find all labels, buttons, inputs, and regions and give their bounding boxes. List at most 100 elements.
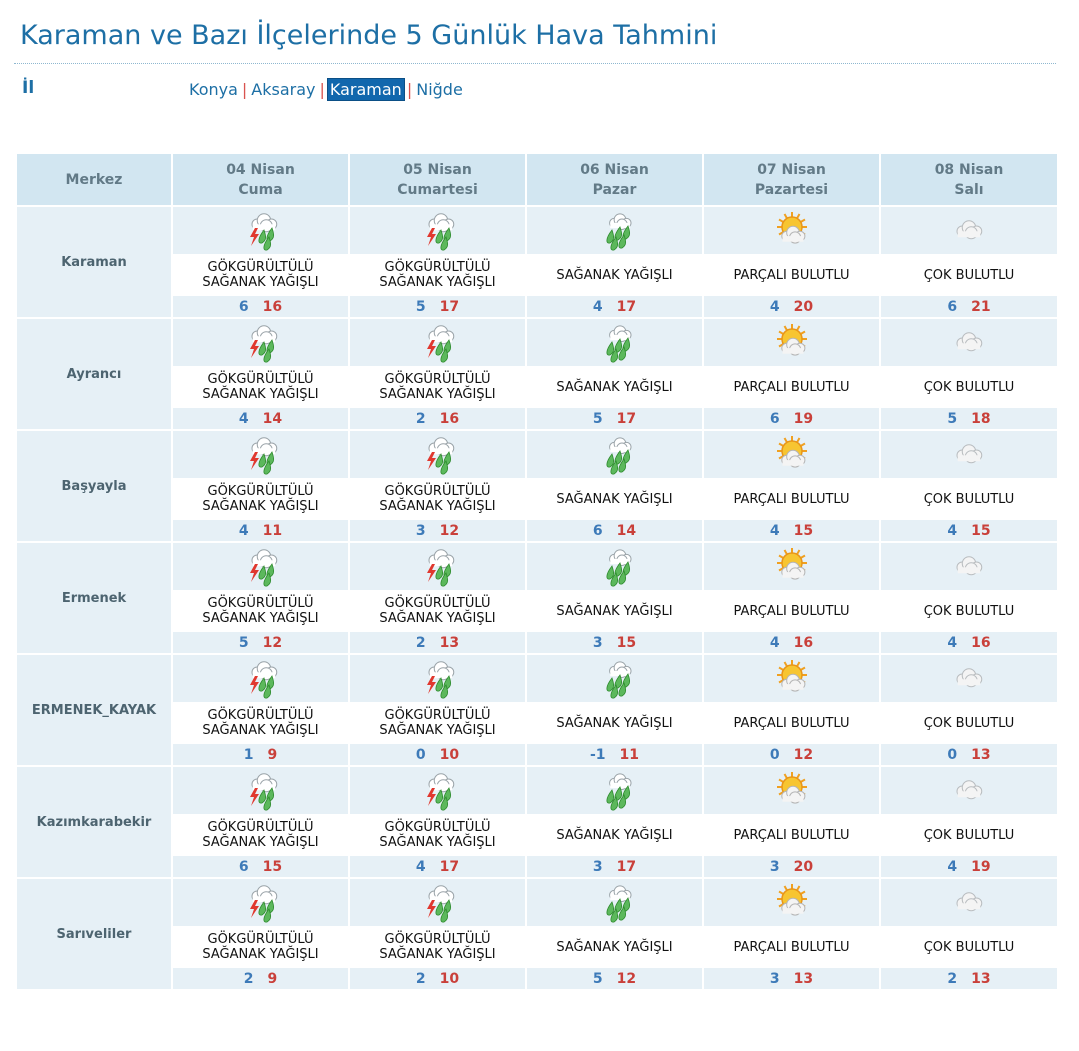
weather-icon-cell: [348, 429, 527, 480]
max-temperature: 19: [971, 858, 991, 875]
temperature-cell: 4 15: [879, 518, 1059, 543]
weather-description: GÖKGÜRÜLTÜLÜ SAĞANAK YAĞIŞLI: [171, 366, 350, 408]
day-weekday: Cuma: [238, 181, 283, 198]
weather-description: PARÇALI BULUTLU: [702, 926, 881, 968]
day-column-header: 04 Nisan Cuma: [171, 152, 350, 207]
temperature-cell: 5 12: [171, 630, 350, 655]
weather-icon-cell: [879, 205, 1059, 256]
province-link-aksaray[interactable]: Aksaray: [251, 80, 316, 99]
weather-icon-cell: [348, 317, 527, 368]
weather-description-line: ÇOK BULUTLU: [923, 827, 1015, 843]
min-temperature: 2: [415, 634, 426, 651]
max-temperature: 12: [616, 970, 637, 987]
weather-description-line: SAĞANAK YAĞIŞLI: [556, 379, 673, 395]
min-temperature: 4: [947, 634, 958, 651]
max-temperature: 17: [616, 858, 637, 875]
weather-description-line: GÖKGÜRÜLTÜLÜ: [384, 596, 491, 611]
weather-description: PARÇALI BULUTLU: [702, 254, 881, 296]
temperature-cell: 4 14: [171, 406, 350, 431]
temperature-cell: 6 14: [525, 518, 704, 543]
thunder-shower-icon: [350, 546, 525, 588]
temperature-cell: 3 13: [702, 966, 881, 991]
province-link-konya[interactable]: Konya: [189, 80, 238, 99]
province-separator: |: [319, 80, 325, 99]
mostly-cloudy-icon: [881, 882, 1057, 924]
weather-icon-cell: [525, 317, 704, 368]
weather-description: GÖKGÜRÜLTÜLÜ SAĞANAK YAĞIŞLI: [348, 590, 527, 632]
temperature-cell: 5 17: [348, 294, 527, 319]
min-temperature: 0: [769, 746, 780, 763]
temperature-cell: 3 12: [348, 518, 527, 543]
mostly-cloudy-icon: [881, 434, 1057, 476]
weather-icon-cell: [171, 317, 350, 368]
max-temperature: 17: [439, 858, 460, 875]
weather-icon-cell: [879, 429, 1059, 480]
province-nav: Konya | Aksaray | Karaman | Niğde: [187, 78, 465, 101]
max-temperature: 20: [793, 298, 814, 315]
weather-description: PARÇALI BULUTLU: [702, 478, 881, 520]
station-name: Ermenek: [15, 541, 173, 655]
thunder-shower-icon: [350, 322, 525, 364]
max-temperature: 15: [971, 522, 991, 539]
min-temperature: 4: [769, 522, 780, 539]
weather-icon-cell: [348, 653, 527, 704]
day-date: 04 Nisan: [226, 161, 295, 178]
province-link-nide[interactable]: Niğde: [416, 80, 463, 99]
weather-icon-cell: [348, 205, 527, 256]
station-description-row: GÖKGÜRÜLTÜLÜ SAĞANAK YAĞIŞLI GÖKGÜRÜLTÜLÜ S…: [16, 702, 1059, 744]
temperature-cell: -1 11: [525, 742, 704, 767]
weather-description: GÖKGÜRÜLTÜLÜ SAĞANAK YAĞIŞLI: [171, 926, 350, 968]
max-temperature: 13: [971, 746, 991, 763]
day-column-header: 08 Nisan Salı: [879, 152, 1059, 207]
weather-description-line: SAĞANAK YAĞIŞLI: [202, 835, 319, 850]
station-name: Kazımkarabekir: [15, 765, 173, 879]
weather-description: GÖKGÜRÜLTÜLÜ SAĞANAK YAĞIŞLI: [171, 254, 350, 296]
weather-description-line: GÖKGÜRÜLTÜLÜ: [207, 484, 314, 499]
max-temperature: 15: [262, 858, 283, 875]
min-temperature: 5: [415, 298, 426, 315]
weather-description: ÇOK BULUTLU: [879, 478, 1059, 520]
weather-icon-cell: [702, 429, 881, 480]
station-description-row: GÖKGÜRÜLTÜLÜ SAĞANAK YAĞIŞLI GÖKGÜRÜLTÜLÜ S…: [16, 926, 1059, 968]
min-temperature: 6: [592, 522, 603, 539]
temperature-cell: 6 16: [171, 294, 350, 319]
min-temperature: 2: [243, 970, 254, 987]
weather-description-line: SAĞANAK YAĞIŞLI: [202, 387, 319, 402]
station-temperature-row: 1 9 0 10 -1 11 0 12 0 13: [16, 742, 1059, 767]
weather-icon-cell: [525, 765, 704, 816]
weather-icon-cell: [702, 765, 881, 816]
max-temperature: 18: [971, 410, 991, 427]
partly-cloudy-icon: [704, 546, 879, 588]
day-date: 05 Nisan: [403, 161, 472, 178]
weather-description-line: GÖKGÜRÜLTÜLÜ: [207, 932, 314, 947]
temperature-cell: 2 13: [879, 966, 1059, 991]
weather-description: ÇOK BULUTLU: [879, 590, 1059, 632]
title-divider: [14, 63, 1056, 64]
weather-description-line: ÇOK BULUTLU: [923, 715, 1015, 731]
weather-icon-cell: [525, 541, 704, 592]
weather-icon-cell: [348, 877, 527, 928]
weather-description-line: ÇOK BULUTLU: [923, 939, 1015, 955]
min-temperature: 2: [947, 970, 958, 987]
station-name: Karaman: [15, 205, 173, 319]
temperature-cell: 3 15: [525, 630, 704, 655]
station-temperature-row: 5 12 2 13 3 15 4 16 4 16: [16, 630, 1059, 655]
min-temperature: 5: [592, 410, 603, 427]
day-date: 08 Nisan: [934, 161, 1004, 178]
max-temperature: 13: [793, 970, 814, 987]
weather-description-line: GÖKGÜRÜLTÜLÜ: [207, 372, 314, 387]
weather-description: GÖKGÜRÜLTÜLÜ SAĞANAK YAĞIŞLI: [171, 590, 350, 632]
shower-icon: [527, 546, 702, 588]
max-temperature: 14: [262, 410, 283, 427]
province-link-karaman[interactable]: Karaman: [326, 78, 405, 101]
station-temperature-row: 6 16 5 17 4 17 4 20 6 21: [16, 294, 1059, 319]
station-name: ERMENEK_KAYAK: [15, 653, 173, 767]
temperature-cell: 2 16: [348, 406, 527, 431]
weather-description: GÖKGÜRÜLTÜLÜ SAĞANAK YAĞIŞLI: [171, 478, 350, 520]
weather-description-line: GÖKGÜRÜLTÜLÜ: [207, 260, 314, 275]
weather-icon-cell: [171, 205, 350, 256]
weather-description-line: GÖKGÜRÜLTÜLÜ: [384, 820, 491, 835]
day-date: 07 Nisan: [757, 161, 826, 178]
weather-icon-cell: [702, 541, 881, 592]
